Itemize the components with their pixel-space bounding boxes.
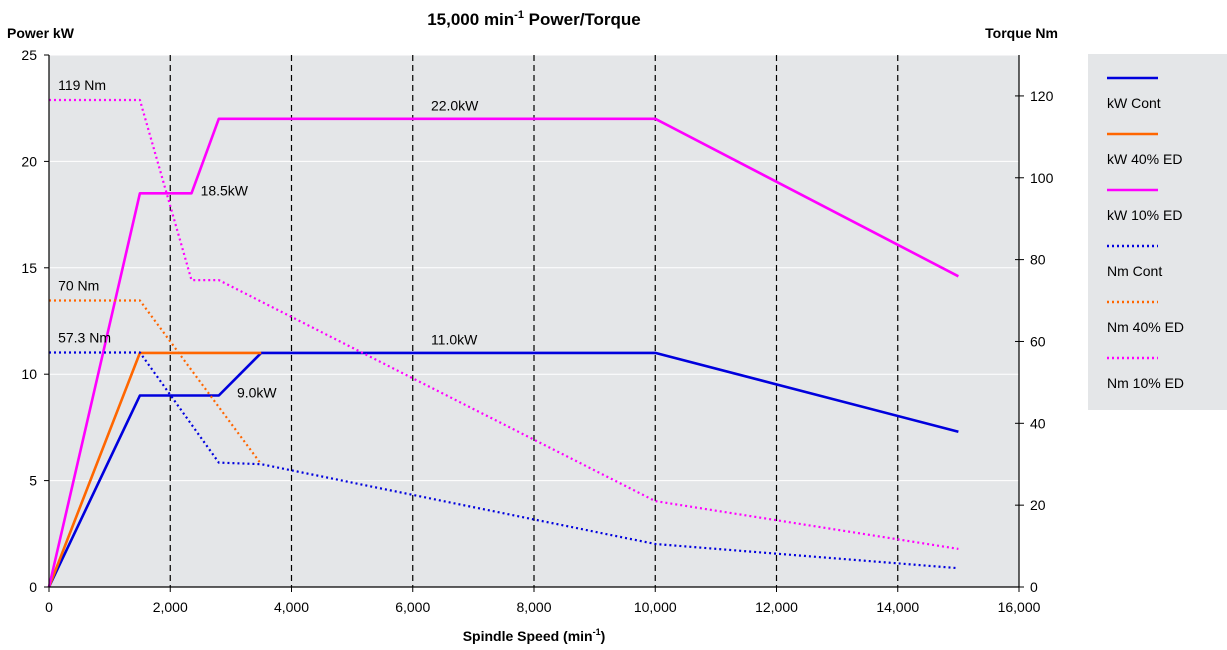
series-kw-cont (47, 351, 959, 588)
x-tick-label-6: 12,000 (755, 599, 798, 615)
legend-label-5: Nm 10% ED (1107, 375, 1184, 391)
xlabel-main: Spindle Speed (min (463, 628, 593, 644)
x-tick-label-8: 16,000 (998, 599, 1041, 615)
series-nm-cont (49, 351, 959, 570)
y2-tick-label-3: 60 (1030, 333, 1046, 349)
xlabel-suffix: ) (601, 628, 606, 644)
legend-label-4: Nm 40% ED (1107, 319, 1184, 335)
annotation-2: 57.3 Nm (58, 330, 111, 346)
x-axis-ticks: 0 2,000 4,000 6,000 8,000 10,000 12,000 14,000 1… (45, 587, 1041, 615)
y2-tick-label-6: 120 (1030, 88, 1054, 104)
legend-label-3: Nm Cont (1107, 263, 1162, 279)
y2-axis-label: Torque Nm (985, 25, 1058, 41)
y-tick-label-4: 20 (21, 153, 37, 169)
y-tick-label-2: 10 (21, 366, 37, 382)
x-axis-label: Spindle Speed (min-1) (463, 627, 606, 644)
x-tick-label-0: 0 (45, 599, 53, 615)
series-nm-40-ed (49, 299, 263, 465)
legend-label-0: kW Cont (1107, 95, 1161, 111)
x-tick-label-5: 10,000 (634, 599, 677, 615)
legend-box (1088, 54, 1227, 410)
y-tick-label-5: 25 (21, 47, 37, 63)
y2-tick-label-0: 0 (1030, 579, 1038, 595)
x-tick-label-7: 14,000 (876, 599, 919, 615)
chart-title: 15,000 min-1 Power/Torque (427, 9, 641, 29)
annotation-4: 18.5kW (201, 182, 249, 198)
y2-axis-ticks: 0 20 40 60 80 100 120 (1015, 88, 1054, 595)
annotation-1: 70 Nm (58, 277, 99, 293)
xlabel-superscript: -1 (593, 627, 601, 637)
series-group (47, 98, 959, 588)
legend: kW Cont kW 40% ED kW 10% ED Nm Cont Nm 40% E… (1107, 76, 1184, 391)
annotations: 119 Nm 70 Nm 57.3 Nm 22.0kW 18.5kW 11.0kW 9.0k… (58, 77, 479, 401)
legend-label-1: kW 40% ED (1107, 151, 1182, 167)
y-tick-label-3: 15 (21, 260, 37, 276)
title-suffix: Power/Torque (524, 10, 641, 29)
y-axis-label: Power kW (7, 25, 75, 41)
y2-tick-label-5: 100 (1030, 170, 1054, 186)
y2-tick-label-4: 80 (1030, 252, 1046, 268)
x-tick-label-1: 2,000 (153, 599, 188, 615)
title-main: 15,000 min (427, 10, 514, 29)
annotation-0: 119 Nm (58, 77, 106, 93)
title-superscript: -1 (514, 9, 524, 21)
x-tick-label-4: 8,000 (516, 599, 551, 615)
legend-label-2: kW 10% ED (1107, 207, 1182, 223)
x-tick-label-3: 6,000 (395, 599, 430, 615)
annotation-3: 22.0kW (431, 97, 479, 113)
annotation-6: 9.0kW (237, 385, 277, 401)
annotation-5: 11.0kW (431, 331, 478, 347)
y2-tick-label-1: 20 (1030, 497, 1046, 513)
series-nm-10-ed (49, 98, 959, 550)
y-axis-ticks: 0 5 10 15 20 25 (21, 47, 49, 595)
x-tick-label-2: 4,000 (274, 599, 309, 615)
series-kw-10-ed (47, 117, 959, 588)
y2-tick-label-2: 40 (1030, 415, 1046, 431)
y-tick-label-0: 0 (29, 579, 37, 595)
vertical-dashed-lines (169, 55, 899, 587)
y-tick-label-1: 5 (29, 473, 37, 489)
